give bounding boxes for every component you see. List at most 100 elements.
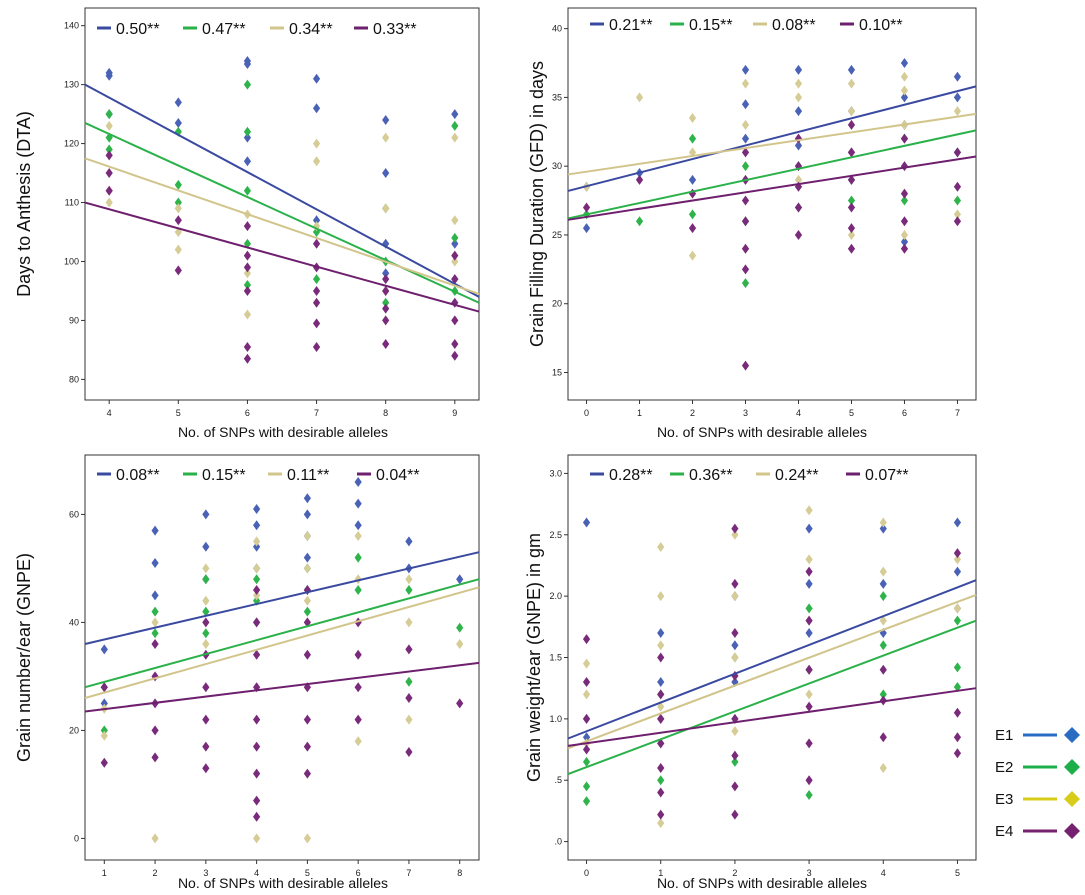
data-point-e2 — [354, 552, 362, 563]
x-tick-label: 2 — [153, 868, 158, 878]
data-point-e4 — [303, 741, 311, 752]
chart-panel-3: 0 20 40 60 1 2 3 4 5 6 7 8 No. of SNPs with desirabl… — [14, 454, 480, 891]
data-point-e2 — [354, 585, 362, 595]
x-tick-label: 2 — [690, 408, 695, 418]
data-point-e1 — [243, 132, 252, 143]
data-point-e3 — [879, 566, 887, 577]
data-point-e1 — [731, 640, 739, 651]
legend-marker-e3 — [1064, 791, 1080, 807]
annotation-value-e4: 0.33** — [373, 21, 417, 38]
data-point-e4 — [879, 732, 887, 743]
data-point-e1 — [312, 215, 321, 226]
annotation-value-e2: 0.47** — [202, 21, 246, 38]
x-tick-label: 3 — [203, 868, 208, 878]
plot-area — [567, 7, 977, 401]
data-point-e3 — [202, 595, 210, 606]
legend-marker-e4 — [1064, 823, 1080, 839]
data-point-e3 — [312, 156, 321, 167]
data-point-e3 — [657, 640, 665, 651]
data-point-e3 — [731, 652, 739, 663]
data-point-e1 — [354, 477, 362, 487]
data-point-e4 — [731, 781, 739, 792]
regression-line-e4 — [84, 661, 480, 713]
data-point-e2 — [105, 109, 113, 120]
y-tick-label: 35 — [552, 92, 562, 102]
data-point-e3 — [688, 113, 697, 124]
x-tick-label: 4 — [107, 408, 112, 418]
data-point-e1 — [900, 236, 909, 247]
annotation-value-e1: 0.50** — [116, 21, 160, 38]
data-point-e4 — [451, 350, 459, 361]
data-point-e1 — [805, 627, 813, 638]
y-tick-label: 40 — [552, 24, 562, 34]
data-point-e1 — [174, 97, 182, 108]
data-point-e3 — [451, 132, 459, 143]
data-point-e3 — [253, 563, 261, 574]
data-point-e1 — [953, 92, 962, 103]
y-tick-label: 0 — [74, 833, 79, 843]
data-point-e2 — [253, 574, 261, 585]
data-point-e3 — [243, 309, 252, 320]
data-point-e1 — [382, 268, 390, 279]
y-tick-label: 1.0 — [549, 714, 562, 724]
data-point-e3 — [805, 505, 813, 516]
data-point-e4 — [105, 185, 113, 196]
data-point-e4 — [253, 741, 261, 752]
data-point-e3 — [741, 119, 750, 130]
data-point-e4 — [657, 809, 665, 820]
data-point-e4 — [202, 714, 210, 725]
data-point-e3 — [303, 833, 311, 844]
annotation-value-e2: 0.15** — [689, 17, 733, 34]
data-point-e4 — [805, 615, 813, 626]
data-point-e3 — [794, 174, 803, 185]
regression-line-e1 — [567, 579, 977, 740]
data-point-e3 — [456, 639, 464, 649]
data-point-e4 — [657, 652, 665, 663]
data-point-e2 — [456, 622, 464, 633]
data-point-e4 — [741, 360, 750, 371]
y-axis-label: Grain weight/ear (GNPE) in gm — [524, 533, 544, 782]
data-point-e3 — [105, 197, 113, 208]
data-point-e2 — [382, 297, 390, 308]
data-point-e1 — [879, 578, 887, 589]
data-point-e1 — [953, 71, 962, 82]
data-point-e2 — [688, 133, 697, 144]
data-point-e3 — [253, 590, 261, 601]
data-point-e1 — [451, 238, 459, 249]
data-point-e4 — [847, 243, 856, 254]
x-axis-label: No. of SNPs with desirable alleles — [178, 875, 388, 891]
data-point-e1 — [688, 174, 697, 185]
x-tick-label: 1 — [637, 408, 642, 418]
data-point-e1 — [900, 58, 909, 69]
data-point-e2 — [879, 640, 887, 651]
data-point-e4 — [657, 689, 665, 700]
data-point-e4 — [847, 147, 856, 158]
data-point-e3 — [202, 639, 210, 649]
data-point-e3 — [900, 71, 909, 82]
data-point-e1 — [312, 73, 321, 84]
data-point-e4 — [688, 223, 697, 234]
regression-line-e2 — [84, 578, 480, 689]
data-point-e4 — [253, 617, 261, 628]
x-tick-label: 7 — [955, 408, 960, 418]
regression-line-e2 — [84, 122, 480, 304]
data-point-e1 — [243, 59, 252, 69]
data-point-e4 — [741, 147, 750, 158]
data-point-e1 — [582, 223, 591, 234]
data-point-e4 — [451, 339, 459, 349]
data-point-e3 — [312, 138, 321, 149]
data-point-e4 — [354, 714, 362, 725]
data-point-e4 — [253, 795, 261, 806]
y-tick-label: 90 — [69, 315, 79, 325]
data-point-e2 — [151, 628, 159, 639]
data-point-e4 — [635, 174, 644, 185]
x-tick-label: 6 — [902, 408, 907, 418]
legend-marker-e2 — [1064, 759, 1080, 775]
data-point-e3 — [953, 603, 962, 614]
data-point-e1 — [847, 64, 856, 75]
data-point-e4 — [847, 202, 856, 213]
data-point-e4 — [303, 768, 311, 779]
data-point-e2 — [303, 606, 311, 617]
data-point-e1 — [100, 644, 108, 655]
